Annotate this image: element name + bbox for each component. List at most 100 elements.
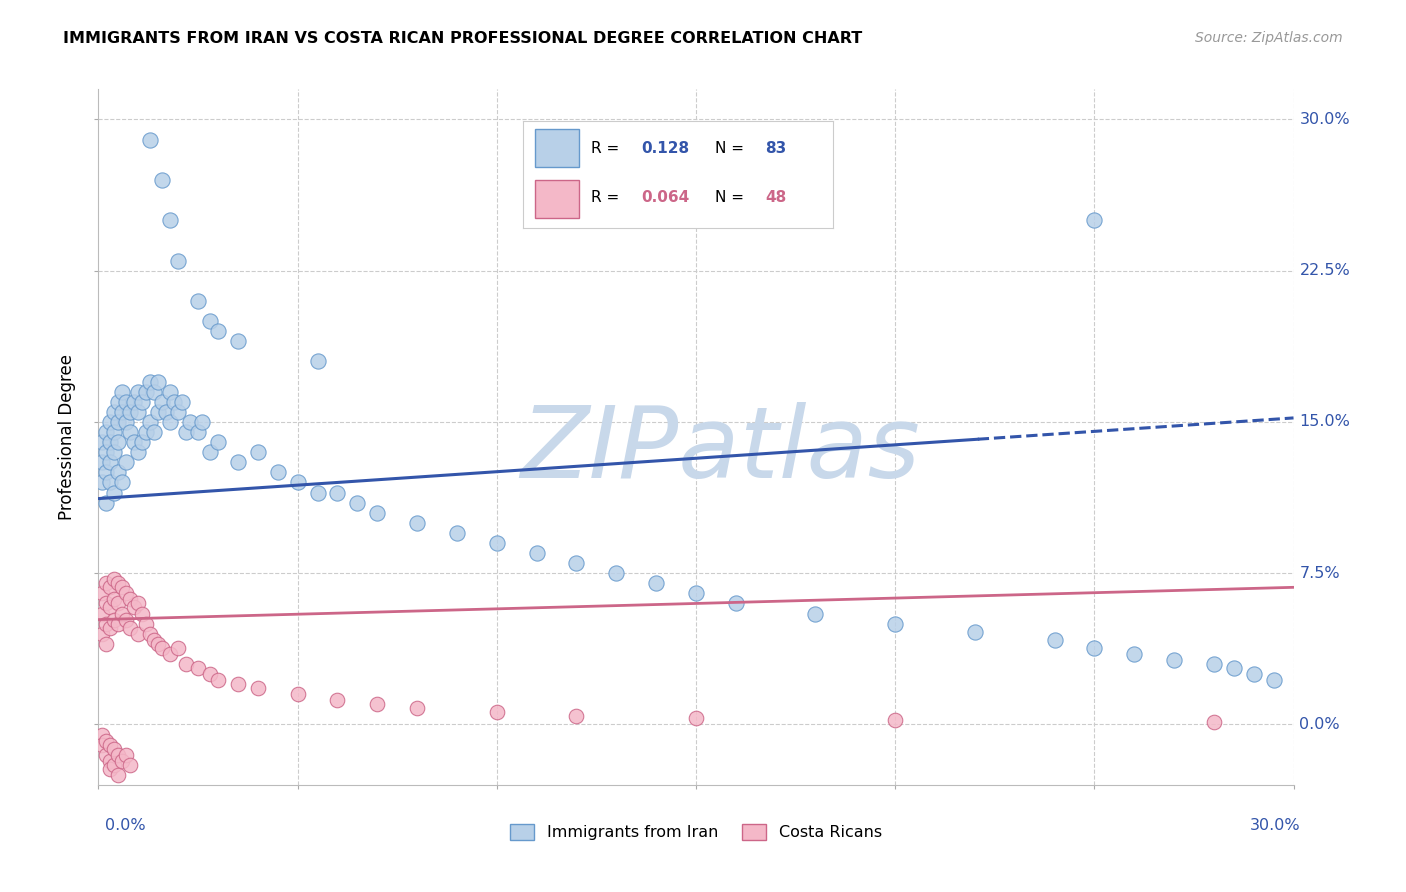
- Point: [111, 384, 134, 399]
- Point: [127, 626, 149, 640]
- Point: [1243, 667, 1265, 681]
- Point: [98, 580, 122, 594]
- Point: [127, 445, 149, 459]
- Point: [565, 556, 588, 570]
- Point: [96, 576, 118, 591]
- Point: [526, 546, 548, 560]
- Point: [135, 384, 157, 399]
- Point: [103, 613, 125, 627]
- Point: [246, 445, 269, 459]
- Point: [98, 435, 122, 450]
- Point: [96, 616, 118, 631]
- Point: [107, 435, 129, 450]
- Point: [179, 415, 201, 429]
- Point: [187, 661, 209, 675]
- Point: [107, 747, 129, 762]
- Text: 0.0%: 0.0%: [105, 818, 146, 832]
- Point: [366, 698, 388, 712]
- Point: [485, 536, 508, 550]
- Point: [446, 525, 468, 540]
- Point: [96, 747, 118, 762]
- Point: [326, 485, 349, 500]
- Point: [103, 445, 125, 459]
- Text: ZIPatlas: ZIPatlas: [520, 402, 920, 500]
- Point: [107, 576, 129, 591]
- Point: [91, 475, 114, 490]
- Text: 15.0%: 15.0%: [1299, 415, 1350, 429]
- Point: [96, 733, 118, 747]
- Point: [96, 597, 118, 611]
- Point: [307, 354, 329, 368]
- Point: [96, 466, 118, 480]
- Point: [1163, 653, 1185, 667]
- Point: [103, 741, 125, 756]
- Point: [226, 334, 249, 349]
- Point: [366, 506, 388, 520]
- Point: [1083, 213, 1105, 227]
- Point: [565, 709, 588, 723]
- Point: [1123, 647, 1146, 661]
- Point: [884, 714, 907, 728]
- Point: [226, 455, 249, 469]
- Point: [139, 375, 162, 389]
- Point: [115, 455, 138, 469]
- Point: [103, 592, 125, 607]
- Point: [91, 455, 114, 469]
- Text: Source: ZipAtlas.com: Source: ZipAtlas.com: [1195, 31, 1343, 45]
- Point: [685, 711, 707, 725]
- Point: [143, 425, 166, 439]
- Point: [91, 626, 114, 640]
- Point: [150, 640, 173, 655]
- Point: [107, 616, 129, 631]
- Point: [135, 425, 157, 439]
- Point: [91, 607, 114, 621]
- Y-axis label: Professional Degree: Professional Degree: [58, 354, 76, 520]
- Point: [115, 586, 138, 600]
- Point: [131, 435, 153, 450]
- Text: 7.5%: 7.5%: [1299, 566, 1340, 581]
- Point: [96, 637, 118, 651]
- Point: [226, 677, 249, 691]
- Point: [111, 607, 134, 621]
- Point: [346, 495, 368, 509]
- Point: [148, 375, 170, 389]
- Point: [98, 475, 122, 490]
- Point: [107, 415, 129, 429]
- Point: [167, 253, 190, 268]
- Point: [98, 738, 122, 752]
- Point: [187, 293, 209, 308]
- Point: [159, 647, 181, 661]
- Text: 0.0%: 0.0%: [1299, 717, 1340, 732]
- Point: [98, 600, 122, 615]
- Point: [1222, 661, 1246, 675]
- Point: [150, 394, 173, 409]
- Point: [174, 657, 197, 671]
- Point: [724, 597, 747, 611]
- Point: [148, 637, 170, 651]
- Point: [103, 757, 125, 772]
- Point: [267, 466, 290, 480]
- Point: [159, 415, 181, 429]
- Point: [685, 586, 707, 600]
- Point: [91, 738, 114, 752]
- Point: [103, 405, 125, 419]
- Point: [605, 566, 627, 581]
- Point: [115, 747, 138, 762]
- Point: [406, 516, 429, 530]
- Point: [148, 405, 170, 419]
- Point: [103, 572, 125, 586]
- Point: [91, 586, 114, 600]
- Point: [111, 405, 134, 419]
- Point: [124, 394, 146, 409]
- Point: [207, 435, 229, 450]
- Point: [1263, 673, 1285, 687]
- Point: [96, 495, 118, 509]
- Point: [1083, 640, 1105, 655]
- Point: [124, 435, 146, 450]
- Point: [139, 133, 162, 147]
- Point: [143, 384, 166, 399]
- Point: [103, 485, 125, 500]
- Point: [115, 613, 138, 627]
- Point: [287, 687, 309, 701]
- Point: [111, 475, 134, 490]
